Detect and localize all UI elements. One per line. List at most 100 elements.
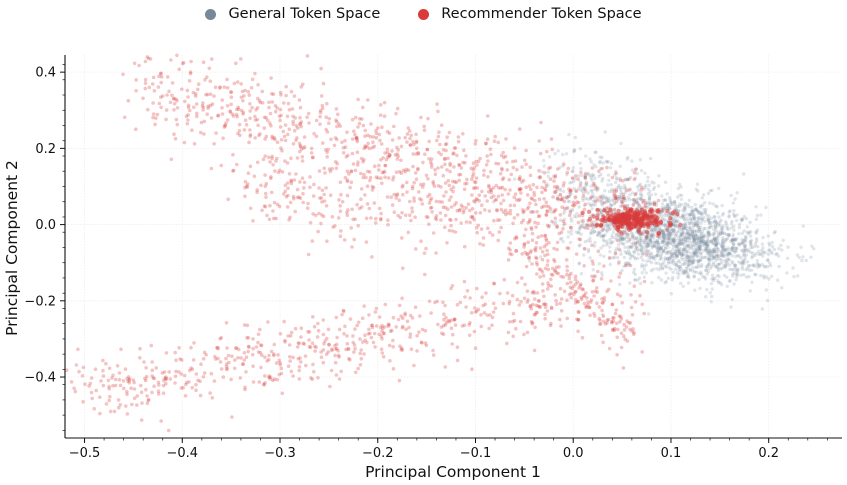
data-point-recommender <box>138 356 142 360</box>
data-point-recommender <box>477 193 482 197</box>
data-point-recommender <box>559 297 564 301</box>
x-tick-label: −0.2 <box>362 446 394 461</box>
data-point-recommender <box>530 290 534 295</box>
data-point-recommender <box>182 373 187 378</box>
data-point-recommender <box>505 291 510 295</box>
data-point-recommender <box>414 177 419 181</box>
data-point-recommender <box>353 327 357 331</box>
data-point-general <box>718 231 723 236</box>
data-point-recommender <box>74 363 79 367</box>
y-tick-label: 0.0 <box>35 218 56 233</box>
data-point-general <box>592 174 596 178</box>
data-point-recommender <box>320 188 325 193</box>
data-point-general <box>606 241 610 245</box>
data-point-general <box>682 217 686 221</box>
data-point-recommender <box>629 293 633 297</box>
data-point-general <box>633 257 637 261</box>
data-point-general <box>745 260 750 264</box>
data-point-general <box>698 248 702 252</box>
data-point-general <box>696 246 700 251</box>
data-point-general <box>693 270 697 274</box>
data-point-recommender <box>567 292 572 297</box>
data-point-recommender <box>248 206 253 211</box>
data-point-general <box>748 289 752 293</box>
data-point-general <box>637 276 642 280</box>
data-point-general <box>748 264 752 268</box>
data-point-general <box>692 214 696 219</box>
data-point-recommender <box>426 116 430 121</box>
data-point-general <box>706 239 710 243</box>
data-point-recommender <box>543 234 547 238</box>
data-point-general <box>591 231 595 235</box>
data-point-recommender <box>456 135 461 139</box>
data-point-recommender <box>535 310 539 315</box>
data-point-general <box>673 224 677 229</box>
data-point-recommender <box>259 183 263 188</box>
data-point-general <box>683 270 687 275</box>
data-point-recommender <box>505 211 510 215</box>
data-point-general <box>589 231 593 236</box>
data-point-recommender <box>394 111 398 116</box>
data-point-recommender <box>310 155 315 160</box>
data-point-general <box>659 253 663 257</box>
data-point-recommender <box>273 137 277 142</box>
data-point-general <box>712 215 716 219</box>
data-point-recommender <box>212 94 216 98</box>
data-point-general <box>633 278 637 282</box>
data-point-recommender <box>556 271 560 276</box>
data-point-recommender <box>466 202 471 206</box>
data-point-general <box>677 265 681 269</box>
data-point-recommender <box>270 156 274 161</box>
data-point-general <box>546 170 550 174</box>
data-point-general <box>691 208 695 212</box>
data-point-recommender <box>345 130 349 134</box>
data-point-recommender <box>457 173 461 177</box>
data-point-recommender <box>433 168 437 172</box>
legend-item-recommender[interactable]: Recommender Token Space <box>418 6 642 22</box>
data-point-general <box>754 217 758 221</box>
data-point-recommender <box>629 305 634 310</box>
data-point-recommender <box>356 223 361 228</box>
data-point-general <box>577 262 581 266</box>
data-point-recommender <box>196 87 200 92</box>
data-point-general <box>751 263 756 267</box>
data-point-general <box>753 244 757 248</box>
data-point-recommender <box>348 357 352 362</box>
data-point-recommender <box>220 106 224 110</box>
data-point-general <box>781 238 785 242</box>
data-point-recommender <box>277 204 282 209</box>
data-point-recommender <box>209 166 214 171</box>
data-point-general <box>578 224 582 229</box>
data-point-recommender <box>616 229 622 234</box>
data-point-recommender <box>400 185 405 189</box>
data-point-general <box>715 273 720 278</box>
data-point-recommender <box>611 327 615 332</box>
data-point-recommender <box>379 334 384 339</box>
data-point-general <box>641 251 646 256</box>
data-point-recommender <box>369 216 373 220</box>
data-point-recommender <box>385 129 390 134</box>
data-point-general <box>642 264 646 268</box>
legend-item-general[interactable]: General Token Space <box>205 6 380 22</box>
data-point-general <box>711 232 716 236</box>
data-point-recommender <box>548 323 553 328</box>
data-point-recommender <box>339 369 344 374</box>
data-point-recommender <box>431 353 436 357</box>
data-point-recommender <box>423 328 428 333</box>
data-point-general <box>603 189 607 193</box>
data-point-recommender <box>431 348 435 353</box>
data-point-recommender <box>231 168 236 173</box>
data-point-recommender <box>410 316 415 320</box>
data-point-general <box>638 281 643 286</box>
data-point-recommender <box>283 123 288 127</box>
data-point-general <box>615 255 620 260</box>
data-point-general <box>754 252 758 256</box>
data-point-general <box>651 256 655 261</box>
data-point-general <box>691 234 695 238</box>
data-point-general <box>690 205 694 210</box>
data-point-recommender <box>539 234 544 238</box>
data-point-recommender <box>248 164 253 169</box>
data-point-recommender <box>551 195 555 199</box>
data-point-recommender <box>543 312 547 317</box>
data-point-recommender <box>617 260 621 264</box>
